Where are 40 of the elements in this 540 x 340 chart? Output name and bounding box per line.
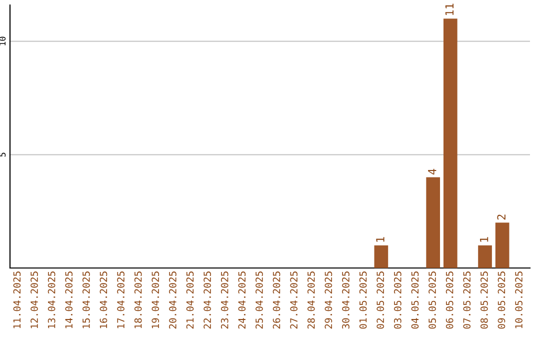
data-label: 1: [376, 237, 384, 242]
x-tick-label: 08.05.2025: [480, 272, 488, 329]
x-tick-label: 22.04.2025: [204, 272, 211, 329]
x-tick-label: 14.04.2025: [65, 272, 73, 328]
bar: [443, 18, 458, 268]
x-tick-label: 30.04.2025: [342, 272, 350, 329]
data-label: 1: [480, 237, 488, 242]
x-tick-label: 09.05.2025: [498, 272, 506, 329]
x-tick-label: 28.04.2025: [307, 272, 315, 329]
x-tick-label: 11.04.2025: [13, 272, 21, 328]
x-tick-label: 10.05.2025: [515, 272, 522, 328]
x-tick-label: 25.04.2025: [256, 272, 263, 329]
x-tick-label: 04.05.2025: [411, 272, 419, 329]
x-tick-label: 15.04.2025: [82, 272, 90, 328]
bar: [495, 222, 510, 268]
x-tick-label: 26.04.2025: [272, 272, 280, 329]
x-tick-label: 03.05.2025: [394, 272, 402, 329]
x-tick-label: 23.04.2025: [220, 272, 228, 329]
x-tick-label: 05.05.2025: [428, 272, 436, 329]
x-tick-label: 29.04.2025: [324, 272, 332, 329]
x-tick-label: 07.05.2025: [463, 272, 471, 329]
x-tick-label: 12.04.2025: [30, 272, 38, 328]
bar: [374, 245, 388, 268]
x-tick-label: 16.04.2025: [100, 272, 108, 328]
bar: [478, 245, 492, 268]
x-tick-label: 17.04.2025: [117, 272, 124, 328]
x-tick-label: 20.04.2025: [169, 272, 176, 329]
x-tick-label: 13.04.2025: [48, 272, 56, 328]
data-label: 2: [497, 214, 506, 220]
x-tick-label: 02.05.2025: [376, 272, 384, 329]
x-tick-label: 21.04.2025: [186, 272, 194, 329]
x-tick-label: 24.04.2025: [238, 272, 246, 329]
bar: [426, 177, 440, 268]
data-label: 4: [428, 168, 436, 174]
data-label: 11: [445, 4, 454, 15]
x-tick-label: 06.05.2025: [446, 272, 454, 329]
x-tick-label: 27.04.2025: [290, 272, 298, 329]
x-tick-label: 19.04.2025: [152, 272, 160, 328]
x-tick-label: 18.04.2025: [134, 272, 142, 328]
x-tick-label: 01.05.2025: [359, 272, 367, 329]
